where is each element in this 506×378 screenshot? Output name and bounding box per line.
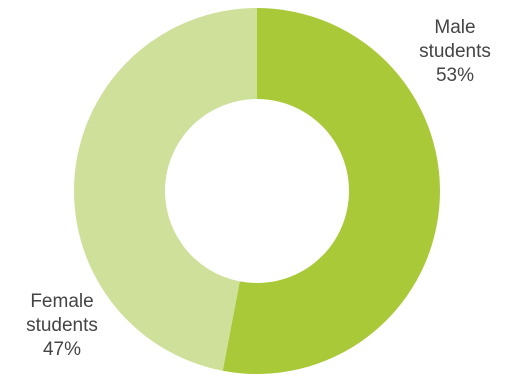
- slice-name-line: Female: [30, 291, 93, 312]
- slice-label-male-students: Male students 53%: [419, 17, 491, 86]
- slice-name-line: students: [419, 41, 491, 62]
- slice-label-female-students: Female students 47%: [26, 291, 98, 360]
- slice-value-label: 47%: [43, 339, 81, 360]
- slices-group: [73, 8, 440, 374]
- slice-male-students: [222, 8, 440, 374]
- slice-female-students: [73, 8, 257, 371]
- slice-name-line: students: [26, 315, 98, 336]
- labels-group: Male students 53% Female students 47%: [26, 17, 491, 360]
- slice-value-label: 53%: [436, 65, 474, 86]
- slice-name-line: Male: [434, 17, 475, 38]
